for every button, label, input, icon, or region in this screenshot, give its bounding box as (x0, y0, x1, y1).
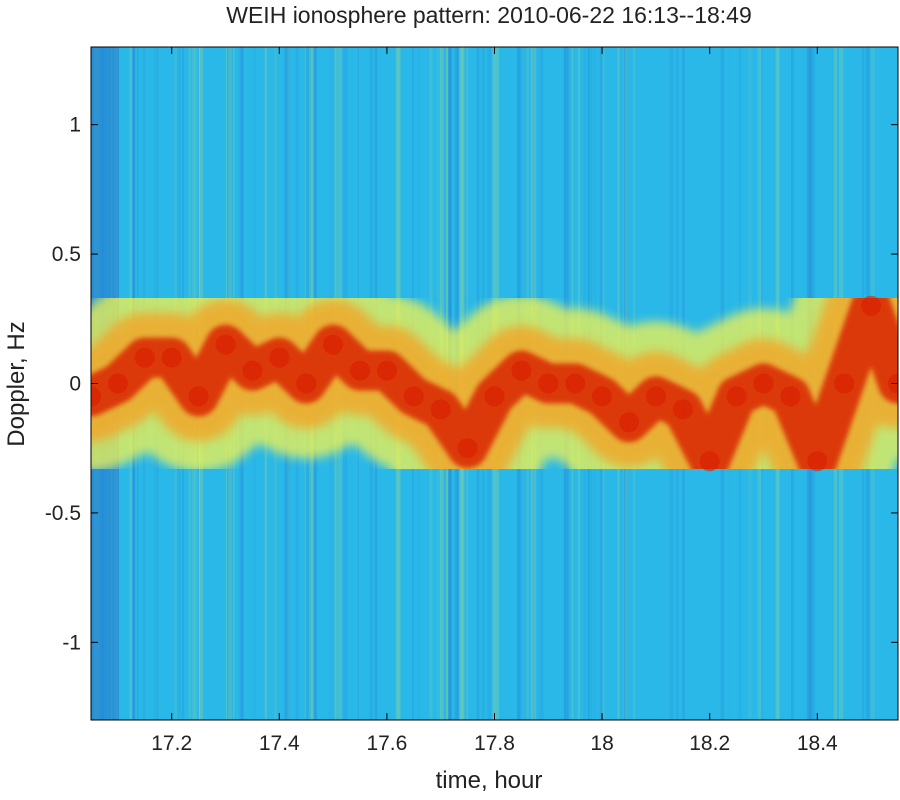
y-axis-label: Doppler, Hz (3, 321, 30, 446)
doppler-point (91, 386, 101, 407)
doppler-point (376, 360, 397, 381)
doppler-point (269, 347, 290, 368)
doppler-point (619, 412, 639, 433)
plot-area (90, 46, 899, 721)
doppler-point (807, 451, 828, 472)
x-tick-label: 17.6 (366, 732, 407, 755)
heatmap-bands (91, 230, 898, 537)
y-tick-label: -0.5 (45, 502, 81, 525)
doppler-point (861, 295, 882, 316)
doppler-point (350, 360, 370, 381)
doppler-point (511, 360, 532, 381)
doppler-point (780, 386, 801, 407)
doppler-point (107, 373, 128, 394)
y-tick-label: 0.5 (52, 243, 81, 266)
doppler-point (592, 386, 613, 407)
doppler-point (430, 399, 451, 420)
doppler-point (215, 334, 236, 355)
chart-title: WEIH ionosphere pattern: 2010-06-22 16:1… (226, 2, 752, 28)
x-axis: 17.2 17.4 17.6 17.8 18 18.2 18.4 (151, 47, 838, 755)
doppler-point (161, 347, 182, 368)
doppler-point (672, 399, 693, 420)
doppler-point (699, 451, 720, 472)
x-tick-label: 17.8 (474, 732, 515, 755)
y-tick-label: -1 (62, 631, 81, 654)
y-axis: 1 0.5 0 -0.5 -1 (45, 114, 898, 654)
doppler-point (457, 438, 478, 459)
doppler-point (538, 373, 559, 394)
doppler-point (484, 386, 505, 407)
x-tick-label: 17.4 (259, 732, 300, 755)
x-tick-label: 18 (590, 732, 613, 755)
doppler-point (134, 347, 155, 368)
x-tick-label: 18.4 (797, 732, 838, 755)
doppler-point (834, 373, 855, 394)
doppler-point (296, 373, 317, 394)
doppler-point (242, 360, 263, 381)
doppler-point (565, 373, 586, 394)
doppler-point (726, 386, 747, 407)
doppler-point (645, 386, 666, 407)
x-tick-label: 17.2 (151, 732, 192, 755)
x-axis-label: time, hour (436, 767, 543, 794)
doppler-point (188, 386, 209, 407)
y-tick-label: 1 (69, 114, 81, 137)
doppler-point (403, 386, 424, 407)
doppler-point (753, 373, 774, 394)
doppler-point (323, 334, 344, 355)
x-tick-label: 18.2 (689, 732, 730, 755)
y-tick-label: 0 (69, 373, 81, 396)
